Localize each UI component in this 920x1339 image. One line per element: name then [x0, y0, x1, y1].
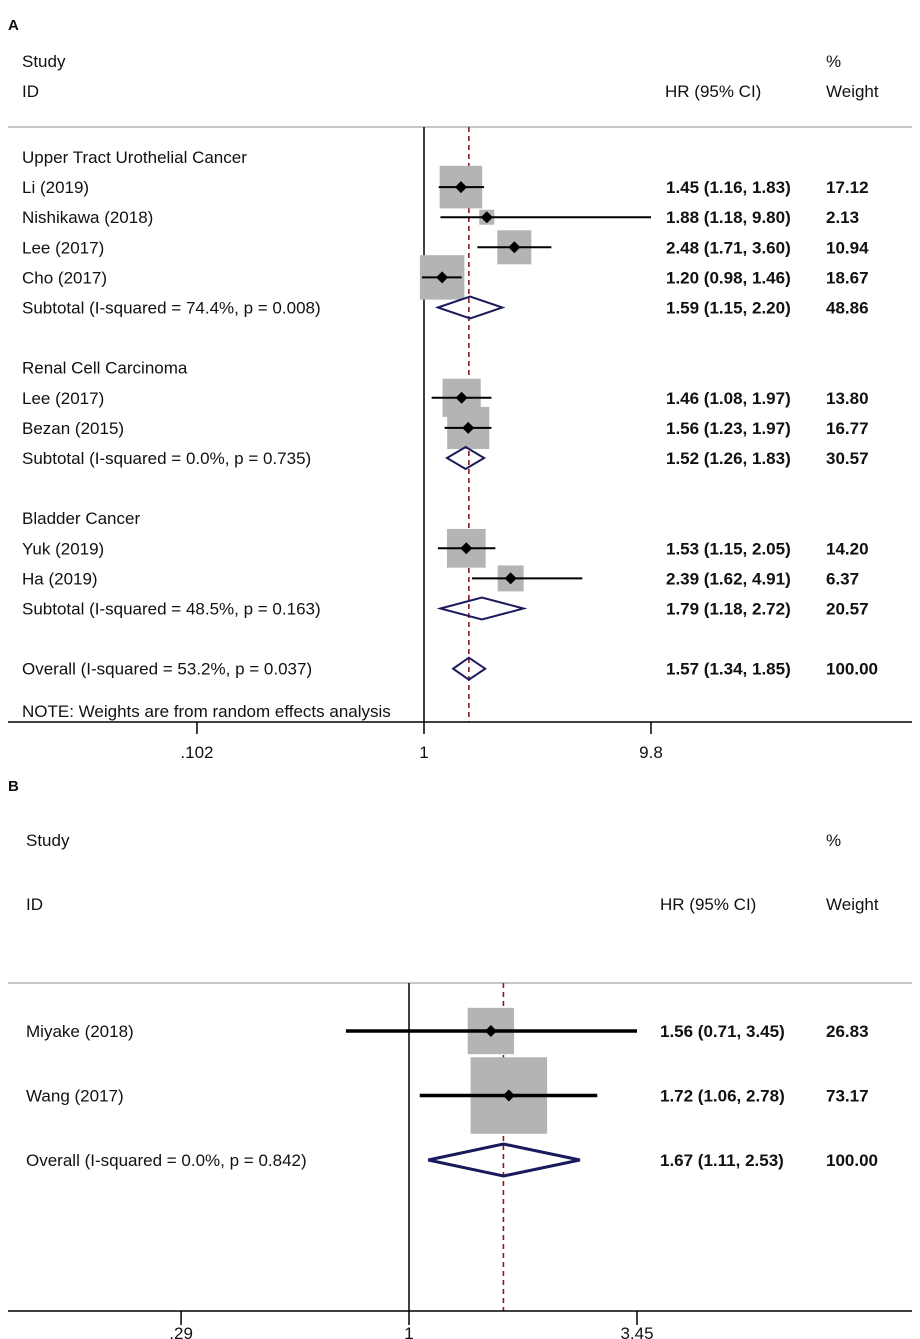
- panel-a-study-weight: 14.20: [826, 539, 869, 558]
- panel-a-subtotal-label: Subtotal (I-squared = 48.5%, p = 0.163): [22, 600, 321, 619]
- panel-a-subtotal-hr-ci: 1.52 (1.26, 1.83): [666, 449, 791, 468]
- panel-a-study-label: Cho (2017): [22, 268, 107, 287]
- panel-a-study-weight: 2.13: [826, 208, 859, 227]
- panel-a-subtotal-diamond: [445, 445, 487, 471]
- panel-a-point-estimate: [462, 421, 475, 434]
- panel-a-point-estimate: [455, 391, 468, 404]
- panel-a-point-estimate: [504, 572, 517, 585]
- panel-a-header-weight: Weight: [826, 82, 879, 101]
- panel-b-study-label: Wang (2017): [26, 1087, 124, 1106]
- panel-a-x-tick-label: 9.8: [639, 743, 663, 762]
- panel-a-study-hr-ci: 1.53 (1.15, 2.05): [666, 539, 791, 558]
- panel-b-overall-hr-ci: 1.67 (1.11, 2.53): [660, 1151, 784, 1170]
- panel-b-x-tick-label: 1: [404, 1324, 413, 1339]
- panel-a-study-hr-ci: 1.56 (1.23, 1.97): [666, 419, 791, 438]
- panel-a-study-label: Nishikawa (2018): [22, 208, 153, 227]
- panel-a-subtotal-label: Subtotal (I-squared = 0.0%, p = 0.735): [22, 449, 311, 468]
- panel-a-point-estimate: [460, 542, 473, 555]
- panel-a-study-label: Yuk (2019): [22, 539, 104, 558]
- panel-a-subtotal-label: Subtotal (I-squared = 74.4%, p = 0.008): [22, 299, 321, 318]
- panel-a-study-weight: 17.12: [826, 178, 869, 197]
- panel-b-header-study: Study: [26, 831, 70, 850]
- panel-a-header-percent: %: [826, 52, 841, 71]
- panel-a-point-estimate: [454, 181, 467, 194]
- panel-a-point-estimate: [508, 241, 521, 254]
- panel-a-study-label: Lee (2017): [22, 389, 104, 408]
- panel-a-subtotal-weight: 48.86: [826, 299, 869, 318]
- panel-b-study-label: Miyake (2018): [26, 1022, 134, 1041]
- panel-a-group-label: Upper Tract Urothelial Cancer: [22, 148, 247, 167]
- panel-a-label: A: [8, 17, 19, 34]
- panel-b-header-effect: HR (95% CI): [660, 895, 756, 914]
- panel-a-study-label: Ha (2019): [22, 569, 98, 588]
- panel-b-overall-weight: 100.00: [826, 1151, 878, 1170]
- panel-a-subtotal-diamond: [436, 596, 528, 621]
- panel-a-study-hr-ci: 2.39 (1.62, 4.91): [666, 569, 791, 588]
- panel-a-header-effect: HR (95% CI): [665, 82, 761, 101]
- panel-a-header-study: Study: [22, 52, 66, 71]
- panel-b-header-id: ID: [26, 895, 43, 914]
- panel-a-study-hr-ci: 1.88 (1.18, 9.80): [666, 208, 791, 227]
- panel-b-x-tick-label: 3.45: [620, 1324, 653, 1339]
- panel-b-study-weight: 73.17: [826, 1087, 869, 1106]
- panel-a-study-hr-ci: 1.46 (1.08, 1.97): [666, 389, 791, 408]
- panel-a-study-weight: 13.80: [826, 389, 869, 408]
- panel-a-overall-hr-ci: 1.57 (1.34, 1.85): [666, 660, 791, 679]
- panel-a-study-label: Lee (2017): [22, 238, 104, 257]
- panel-a-subtotal-weight: 20.57: [826, 600, 869, 619]
- panel-a-header-id: ID: [22, 82, 39, 101]
- panel-a-study-weight: 6.37: [826, 569, 859, 588]
- panel-a-overall-diamond: [451, 656, 487, 681]
- panel-a-x-tick-label: .102: [180, 743, 213, 762]
- panel-a-subtotal-diamond: [434, 295, 506, 320]
- panel-b-x-tick-label: .29: [169, 1324, 193, 1339]
- panel-a-study-weight: 16.77: [826, 419, 869, 438]
- panel-b-study-hr-ci: 1.72 (1.06, 2.78): [660, 1087, 785, 1106]
- panel-a-overall-label: Overall (I-squared = 53.2%, p = 0.037): [22, 660, 312, 679]
- panel-a-subtotal-hr-ci: 1.79 (1.18, 2.72): [666, 600, 791, 619]
- panel-b-point-estimate: [502, 1089, 515, 1102]
- panel-b-label: B: [8, 778, 19, 795]
- panel-b-header-percent: %: [826, 831, 841, 850]
- panel-b-overall-label: Overall (I-squared = 0.0%, p = 0.842): [26, 1151, 307, 1170]
- panel-a-study-weight: 18.67: [826, 268, 869, 287]
- panel-a-subtotal-hr-ci: 1.59 (1.15, 2.20): [666, 299, 791, 318]
- panel-a-point-estimate: [436, 271, 449, 284]
- panel-a-subtotal-weight: 30.57: [826, 449, 869, 468]
- panel-a-study-hr-ci: 1.45 (1.16, 1.83): [666, 178, 791, 197]
- panel-a-overall-weight: 100.00: [826, 660, 878, 679]
- panel-a-group-label: Bladder Cancer: [22, 509, 140, 528]
- panel-b-header-weight: Weight: [826, 895, 879, 914]
- panel-a-study-label: Bezan (2015): [22, 419, 124, 438]
- panel-b-study-weight: 26.83: [826, 1022, 869, 1041]
- panel-b-study-hr-ci: 1.56 (0.71, 3.45): [660, 1022, 785, 1041]
- panel-a-study-hr-ci: 2.48 (1.71, 3.60): [666, 238, 791, 257]
- panel-a-study-weight: 10.94: [826, 238, 869, 257]
- panel-a-point-estimate: [480, 211, 493, 224]
- panel-a-group-label: Renal Cell Carcinoma: [22, 359, 188, 378]
- panel-b-point-estimate: [484, 1025, 497, 1037]
- panel-a-x-tick-label: 1: [419, 743, 428, 762]
- panel-a-study-label: Li (2019): [22, 178, 89, 197]
- panel-b-overall-diamond: [427, 1142, 581, 1178]
- panel-a-note: NOTE: Weights are from random effects an…: [22, 702, 391, 721]
- panel-a-study-hr-ci: 1.20 (0.98, 1.46): [666, 268, 791, 287]
